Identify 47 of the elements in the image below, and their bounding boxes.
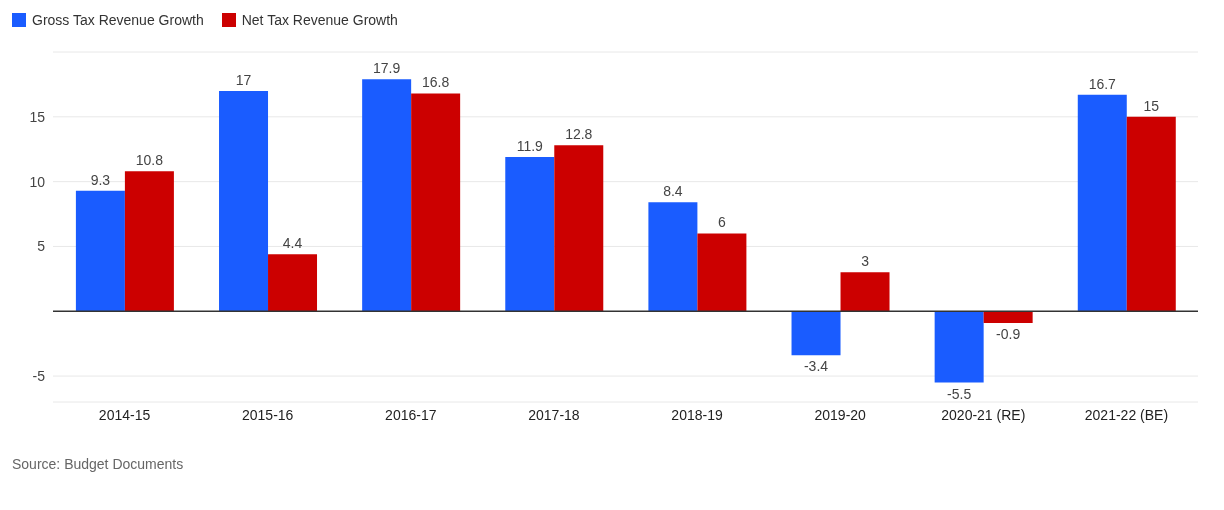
bar — [934, 311, 984, 383]
data-label: 16.7 — [1088, 75, 1117, 92]
x-tick-label: 2015-16 — [241, 406, 294, 423]
bar — [268, 254, 318, 312]
data-label: 12.8 — [565, 126, 593, 143]
x-tick-label: 2020-21 (RE) — [941, 406, 1026, 423]
x-tick-label: 2017-18 — [528, 406, 580, 423]
bar — [840, 272, 890, 312]
x-tick-label: 2021-22 (BE) — [1084, 406, 1169, 423]
bar — [791, 311, 841, 356]
legend-label: Gross Tax Revenue Growth — [32, 12, 204, 28]
data-label: 11.9 — [516, 138, 544, 154]
data-label: -5.5 — [947, 385, 972, 402]
data-label: 17 — [235, 71, 252, 88]
bar — [124, 171, 174, 312]
y-tick-label: -5 — [32, 368, 46, 385]
data-label: 15 — [1143, 97, 1160, 114]
bar — [75, 190, 125, 312]
bar — [1126, 116, 1176, 312]
data-label: -3.4 — [803, 358, 829, 375]
x-tick-label: 2019-20 — [814, 406, 867, 423]
data-label: 8.4 — [663, 183, 683, 200]
data-label: 9.3 — [90, 171, 111, 188]
bar — [362, 79, 412, 312]
x-tick-label: 2016-17 — [385, 406, 437, 423]
legend-label: Net Tax Revenue Growth — [241, 12, 398, 28]
bar — [505, 157, 555, 312]
y-tick-label: 10 — [29, 173, 46, 190]
bar — [554, 145, 604, 312]
data-label: 17.9 — [373, 60, 401, 77]
bar — [219, 90, 269, 312]
bar — [411, 93, 461, 312]
bar — [1077, 94, 1127, 312]
bar — [648, 202, 698, 312]
data-label: -0.9 — [996, 325, 1021, 342]
data-label: 4.4 — [282, 235, 303, 252]
x-tick-label: 2018-19 — [671, 406, 723, 423]
bar — [697, 233, 747, 312]
data-label: 16.8 — [422, 74, 450, 91]
data-label: 10.8 — [135, 152, 164, 169]
y-tick-label: 5 — [37, 238, 46, 255]
source-note: Source: Budget Documents — [11, 455, 185, 474]
data-label: 3 — [861, 253, 870, 270]
bar — [983, 311, 1033, 323]
y-tick-label: 15 — [29, 108, 46, 125]
x-tick-label: 2014-15 — [98, 406, 151, 423]
data-label: 6 — [718, 214, 726, 231]
